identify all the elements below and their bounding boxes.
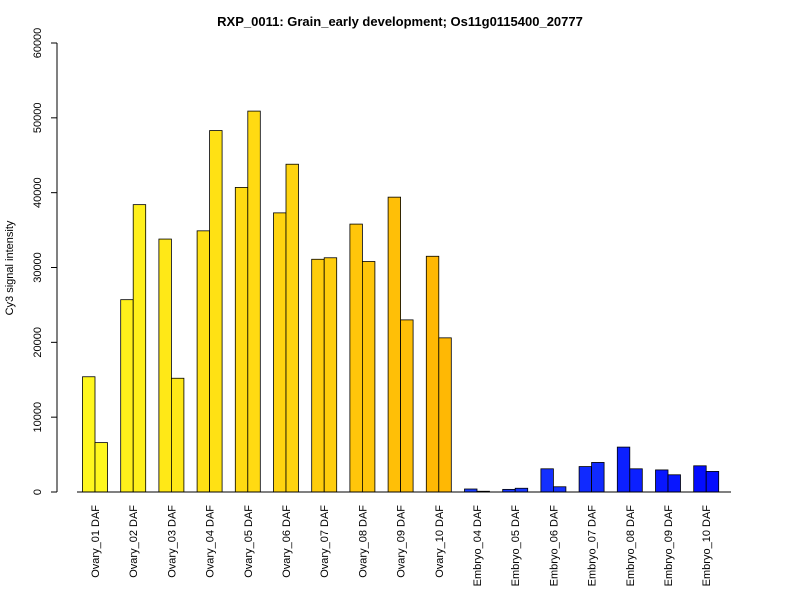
x-tick-label: Ovary_07 DAF: [319, 505, 331, 578]
bar-2: [438, 337, 452, 493]
x-tick-label: Embryo_06 DAF: [548, 505, 560, 587]
x-tick-label: Embryo_09 DAF: [663, 505, 675, 587]
chart-title: RXP_0011: Grain_early development; Os11g…: [217, 14, 583, 29]
x-tick-label: Ovary_05 DAF: [243, 505, 255, 578]
bar-1: [349, 223, 363, 493]
bar-1: [693, 465, 707, 493]
bar-1: [273, 212, 287, 493]
bar-2: [591, 462, 605, 493]
x-tick-label: Embryo_04 DAF: [472, 505, 484, 587]
bar-2: [285, 163, 299, 493]
x-tick-label: Embryo_10 DAF: [701, 505, 713, 587]
x-tick-label: Ovary_02 DAF: [128, 505, 140, 578]
bar-1: [311, 258, 325, 493]
bar-2: [400, 319, 414, 493]
x-tick-label: Ovary_06 DAF: [281, 505, 293, 578]
bar-1: [387, 196, 402, 493]
y-tick-label: 60000: [32, 28, 44, 59]
x-tick-label: Embryo_05 DAF: [510, 505, 522, 587]
bar-2: [132, 204, 147, 493]
x-tick-label: Ovary_04 DAF: [205, 505, 217, 578]
bars-group: [82, 110, 720, 493]
x-axis: Ovary_01 DAF Ovary_02 DAF Ovary_03 DAF Ovar…: [77, 491, 731, 587]
y-tick-label: 20000: [32, 327, 44, 358]
bar-2: [667, 474, 681, 493]
bar-1: [234, 187, 249, 493]
y-axis-label: Cy3 signal intensity: [4, 220, 16, 315]
x-tick-label: Ovary_08 DAF: [357, 505, 369, 578]
bar-2: [323, 257, 338, 493]
bar-2: [629, 468, 643, 493]
bar-2: [514, 487, 529, 493]
bar-2: [209, 130, 223, 493]
y-tick-label: 0: [32, 489, 44, 495]
x-tick-label: Ovary_10 DAF: [434, 505, 446, 578]
bar-2: [361, 261, 376, 493]
y-tick-label: 30000: [32, 252, 44, 283]
y-tick-label: 10000: [32, 402, 44, 433]
x-tick-label: Ovary_03 DAF: [166, 505, 178, 578]
x-tick-label: Embryo_07 DAF: [587, 505, 599, 587]
x-tick-label: Embryo_08 DAF: [625, 505, 637, 587]
bar-1: [616, 446, 631, 493]
bar-2: [94, 442, 108, 493]
bar-1: [196, 230, 211, 493]
bar-1: [540, 468, 554, 493]
bar-1: [578, 466, 592, 493]
bar-1: [158, 238, 172, 493]
bar-1: [425, 255, 440, 493]
y-tick-label: 50000: [32, 103, 44, 134]
y-tick-label: 40000: [32, 177, 44, 208]
bar-2: [705, 471, 720, 493]
y-axis: 0 10000 20000 30000 40000 50000 60000: [32, 28, 58, 495]
bar-2: [553, 486, 567, 493]
bar-2: [247, 110, 261, 493]
x-tick-label: Ovary_09 DAF: [396, 505, 408, 578]
bar-1: [82, 376, 96, 493]
bar-1: [120, 299, 134, 493]
bar-2: [170, 377, 185, 493]
x-tick-label: Ovary_01 DAF: [90, 505, 102, 578]
bar-1: [655, 469, 669, 493]
